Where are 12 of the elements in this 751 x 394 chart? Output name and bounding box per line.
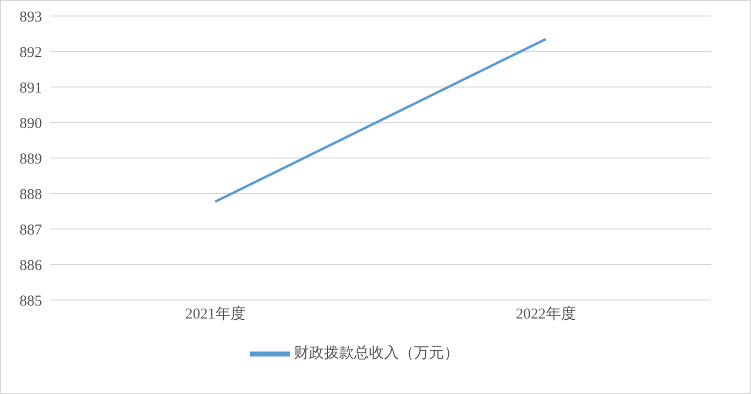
x-tick-label: 2021年度 (185, 306, 246, 323)
y-tick-label: 888 (20, 186, 42, 203)
y-tick-label: 892 (20, 44, 42, 61)
x-tick-label: 2022年度 (516, 306, 576, 323)
y-tick-label: 889 (20, 151, 42, 168)
y-tick-label: 890 (20, 116, 42, 132)
y-tick-label: 887 (20, 222, 42, 238)
legend-label: 财政拨款总收入（万元） (294, 345, 459, 362)
y-tick-label: 893 (20, 9, 42, 26)
y-tick-label: 891 (20, 80, 42, 96)
y-tick-label: 885 (20, 293, 42, 310)
y-tick-label: 886 (20, 258, 42, 274)
